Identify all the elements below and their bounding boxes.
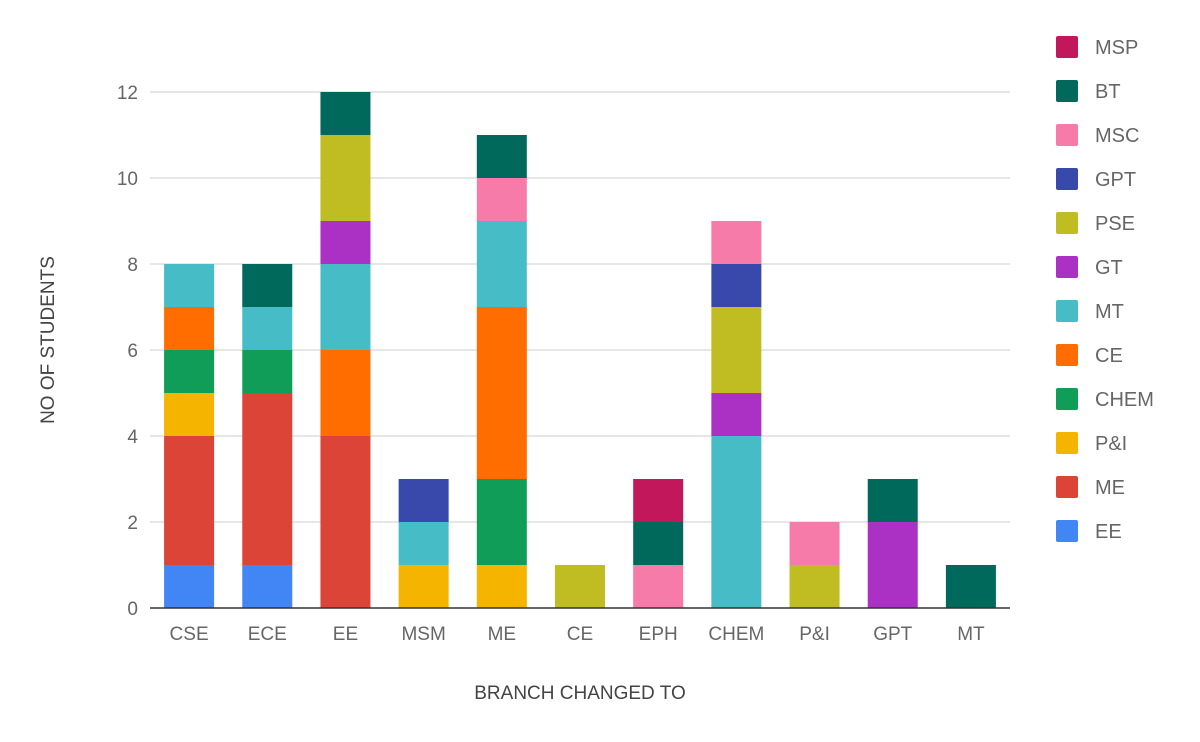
y-tick-label: 10 — [117, 169, 138, 190]
bar-segment-CSE-P&I[interactable] — [164, 393, 215, 436]
legend-label: MSC — [1095, 125, 1139, 147]
y-tick-label: 0 — [127, 599, 138, 620]
bar-segment-EE-GT[interactable] — [320, 221, 371, 264]
bar-segment-ME-MT[interactable] — [476, 221, 527, 307]
bar-segment-ME-MSC[interactable] — [476, 178, 527, 221]
bar-segment-CHEM-MSC[interactable] — [711, 221, 762, 264]
bar-segment-CHEM-PSE[interactable] — [711, 307, 762, 393]
legend-swatch — [1056, 168, 1078, 190]
bar-segment-MSM-MT[interactable] — [398, 522, 449, 565]
legend-swatch — [1056, 36, 1078, 58]
legend-label: ME — [1095, 477, 1125, 499]
bar-segment-ME-BT[interactable] — [476, 135, 527, 178]
legend-label: GPT — [1095, 169, 1136, 191]
bar-segment-ECE-CHEM[interactable] — [242, 350, 293, 393]
x-tick-label: ME — [488, 624, 517, 645]
bar-segment-CSE-EE[interactable] — [164, 565, 215, 608]
bar-segment-EPH-BT[interactable] — [633, 522, 684, 565]
bar-segment-ME-CHEM[interactable] — [476, 479, 527, 565]
bar-segment-CHEM-GPT[interactable] — [711, 264, 762, 307]
bar-segment-EPH-MSC[interactable] — [633, 565, 684, 608]
bar-segment-MSM-P&I[interactable] — [398, 565, 449, 608]
legend-label: PSE — [1095, 213, 1135, 235]
bar-segment-ECE-ME[interactable] — [242, 393, 293, 565]
legend-label: MSP — [1095, 37, 1138, 59]
x-tick-label: EPH — [639, 624, 678, 645]
bar-segment-CHEM-GT[interactable] — [711, 393, 762, 436]
x-tick-label: CSE — [170, 624, 209, 645]
legend-swatch — [1056, 520, 1078, 542]
legend-swatch — [1056, 212, 1078, 234]
bar-segment-GPT-GT[interactable] — [867, 522, 918, 608]
bar-segment-EPH-MSP[interactable] — [633, 479, 684, 522]
legend-label: P&I — [1095, 433, 1127, 455]
legend-label: MT — [1095, 301, 1124, 323]
y-tick-label: 6 — [127, 341, 138, 362]
bar-segment-EE-ME[interactable] — [320, 436, 371, 608]
bar-segment-ECE-BT[interactable] — [242, 264, 293, 307]
x-tick-label: MT — [957, 624, 985, 645]
x-tick-label: GPT — [873, 624, 912, 645]
bar-segment-CHEM-MT[interactable] — [711, 436, 762, 608]
y-tick-label: 8 — [127, 255, 138, 276]
legend-swatch — [1056, 344, 1078, 366]
legend-swatch — [1056, 388, 1078, 410]
x-tick-label: CE — [567, 624, 593, 645]
bar-segment-ECE-MT[interactable] — [242, 307, 293, 350]
legend-swatch — [1056, 124, 1078, 146]
x-tick-label: CHEM — [708, 624, 764, 645]
bar-segment-CSE-CE[interactable] — [164, 307, 215, 350]
legend-label: BT — [1095, 81, 1121, 103]
legend-swatch — [1056, 256, 1078, 278]
bar-segment-ECE-EE[interactable] — [242, 565, 293, 608]
legend-label: GT — [1095, 257, 1123, 279]
legend-swatch — [1056, 300, 1078, 322]
bar-segment-CSE-MT[interactable] — [164, 264, 215, 307]
legend-swatch — [1056, 476, 1078, 498]
bar-segment-MSM-GPT[interactable] — [398, 479, 449, 522]
bar-segment-CSE-CHEM[interactable] — [164, 350, 215, 393]
x-axis-label: BRANCH CHANGED TO — [474, 683, 686, 704]
x-tick-label: P&I — [799, 624, 830, 645]
bar-segment-ME-CE[interactable] — [476, 307, 527, 479]
legend-label: CE — [1095, 345, 1123, 367]
bar-segment-MT-BT[interactable] — [945, 565, 996, 608]
y-tick-label: 2 — [127, 513, 138, 534]
x-tick-label: MSM — [401, 624, 445, 645]
x-tick-label: EE — [333, 624, 358, 645]
bar-segment-P&I-PSE[interactable] — [789, 565, 840, 608]
bar-segment-CE-PSE[interactable] — [555, 565, 605, 608]
bar-segment-EE-CE[interactable] — [320, 350, 371, 436]
bar-segment-EE-MT[interactable] — [320, 264, 371, 350]
legend-swatch — [1056, 80, 1078, 102]
y-tick-label: 12 — [117, 83, 138, 104]
x-tick-label: ECE — [248, 624, 287, 645]
legend-label: EE — [1095, 521, 1122, 543]
legend-label: CHEM — [1095, 389, 1154, 411]
legend-swatch — [1056, 432, 1078, 454]
bar-segment-P&I-MSC[interactable] — [789, 522, 840, 565]
y-tick-label: 4 — [127, 427, 138, 448]
bar-segment-CSE-ME[interactable] — [164, 436, 215, 565]
y-axis-label: NO OF STUDENTS — [38, 256, 59, 424]
bar-segment-ME-P&I[interactable] — [476, 565, 527, 608]
bar-segment-EE-PSE[interactable] — [320, 135, 371, 221]
bar-segment-GPT-BT[interactable] — [867, 479, 918, 522]
bar-segment-EE-BT[interactable] — [320, 92, 371, 135]
